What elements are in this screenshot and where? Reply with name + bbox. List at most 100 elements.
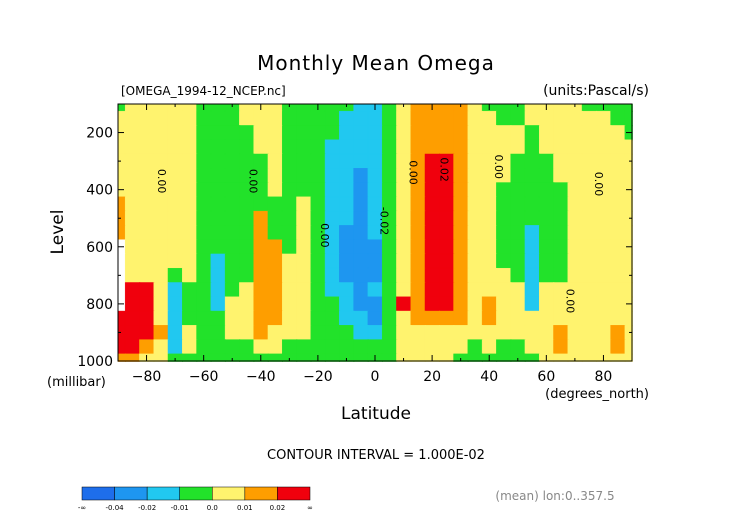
contour-cell — [339, 125, 355, 141]
contour-cell — [510, 210, 526, 227]
contour-cell — [453, 339, 469, 355]
contour-cell — [224, 125, 241, 141]
contour-cell — [481, 296, 498, 312]
contour-cell — [396, 139, 412, 155]
contour-cell — [167, 196, 184, 212]
contour-cell — [510, 110, 526, 127]
contour-cell — [253, 282, 269, 298]
contour-cell — [367, 168, 383, 184]
contour-cell — [453, 239, 469, 255]
contour-cell — [324, 103, 341, 112]
contour-cell — [396, 196, 412, 212]
contour-cell — [310, 339, 326, 355]
contour-cell — [339, 267, 355, 284]
contour-cell — [467, 267, 483, 284]
contour-cell — [424, 325, 441, 341]
contour-cell — [610, 210, 626, 227]
contour-cell — [353, 153, 369, 170]
contour-cell — [124, 339, 141, 355]
contour-cell — [124, 282, 141, 298]
contour-cell — [624, 353, 633, 362]
contour-cell — [296, 168, 312, 184]
contour-cell — [239, 139, 255, 155]
contour-cell — [481, 267, 498, 284]
contour-cell — [182, 196, 198, 212]
contour-cell — [281, 110, 298, 127]
contour-cell — [139, 153, 155, 170]
contour-cell — [567, 110, 583, 127]
contour-cell — [196, 310, 212, 327]
contour-cell — [281, 168, 298, 184]
contour-cell — [224, 110, 241, 127]
contour-cell — [453, 296, 469, 312]
contour-cell — [538, 168, 555, 184]
contour-cell — [538, 325, 555, 341]
contour-cell — [267, 339, 284, 355]
contour-cell — [524, 353, 540, 362]
contour-cell — [153, 196, 169, 212]
contour-cell — [624, 139, 633, 155]
contour-cell — [139, 182, 155, 198]
contour-cell — [481, 182, 498, 198]
x-tick-label: 60 — [537, 369, 555, 385]
contour-cell — [410, 239, 426, 255]
contour-cell — [424, 296, 441, 312]
contour-cell — [581, 339, 598, 355]
contour-cell — [496, 282, 512, 298]
contour-cell — [182, 282, 198, 298]
contour-line-label: 0.00 — [318, 223, 331, 248]
contour-cell — [196, 125, 212, 141]
contour-cell — [324, 339, 341, 355]
contour-cell — [453, 325, 469, 341]
contour-cell — [367, 267, 383, 284]
contour-cell — [339, 110, 355, 127]
contour-line-label: 0.00 — [563, 289, 576, 314]
y-tick-label: 1000 — [77, 354, 113, 370]
contour-cell — [281, 339, 298, 355]
contour-cell — [610, 225, 626, 241]
contour-cell — [439, 310, 455, 327]
contour-cell — [381, 125, 398, 141]
contour-cell — [353, 239, 369, 255]
contour-cell — [581, 239, 598, 255]
contour-cell — [481, 139, 498, 155]
contour-cell — [124, 182, 141, 198]
contour-cell — [339, 310, 355, 327]
contour-cell — [139, 310, 155, 327]
contour-cell — [467, 339, 483, 355]
colorbar-swatch — [244, 486, 278, 501]
contour-cell — [624, 253, 633, 269]
contour-cell — [267, 282, 284, 298]
contour-cell — [210, 168, 226, 184]
contour-cell — [410, 139, 426, 155]
contour-cell — [596, 196, 612, 212]
contour-cell — [239, 296, 255, 312]
contour-cell — [153, 310, 169, 327]
contour-cell — [267, 210, 284, 227]
contour-cell — [381, 296, 398, 312]
contour-cell — [396, 225, 412, 241]
contour-cell — [553, 196, 569, 212]
contour-field — [117, 103, 633, 362]
contour-cell — [296, 139, 312, 155]
contour-cell — [439, 296, 455, 312]
contour-cell — [210, 310, 226, 327]
contour-cell — [167, 267, 184, 284]
contour-cell — [353, 282, 369, 298]
contour-cell — [610, 139, 626, 155]
contour-cell — [210, 267, 226, 284]
contour-cell — [453, 253, 469, 269]
contour-cell — [367, 125, 383, 141]
contour-cell — [124, 153, 141, 170]
contour-cell — [396, 282, 412, 298]
contour-cell — [339, 239, 355, 255]
x-tick-label: −80 — [132, 369, 162, 385]
contour-cell — [339, 182, 355, 198]
contour-cell — [453, 125, 469, 141]
contour-cell — [410, 196, 426, 212]
contour-cell — [538, 125, 555, 141]
contour-cell — [496, 339, 512, 355]
contour-cell — [310, 325, 326, 341]
contour-cell — [424, 282, 441, 298]
contour-cell — [496, 110, 512, 127]
